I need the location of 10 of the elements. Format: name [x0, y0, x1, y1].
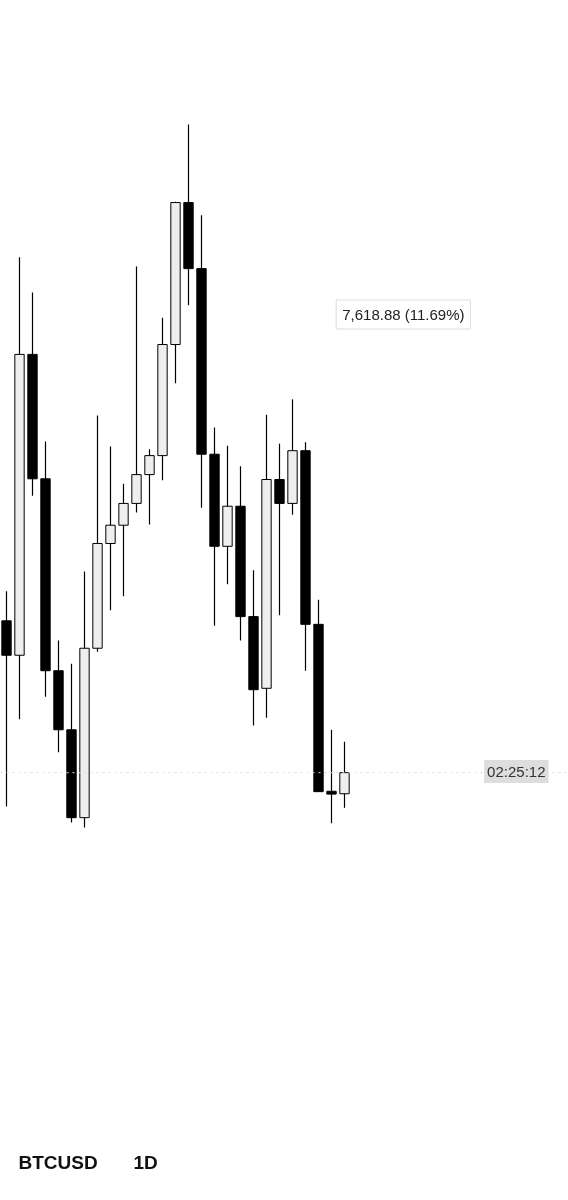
annotation: 7,618.88 (11.69%) [342, 306, 465, 323]
candlestick [339, 741, 350, 809]
candlestick [118, 483, 129, 597]
text: BTCUSD [18, 1152, 98, 1173]
candlestick [274, 443, 285, 616]
text: 02:25:12 [487, 763, 546, 780]
candlestick [326, 729, 337, 824]
candlestick [105, 445, 116, 611]
candlestick [144, 448, 155, 526]
text: 1D [133, 1152, 158, 1173]
